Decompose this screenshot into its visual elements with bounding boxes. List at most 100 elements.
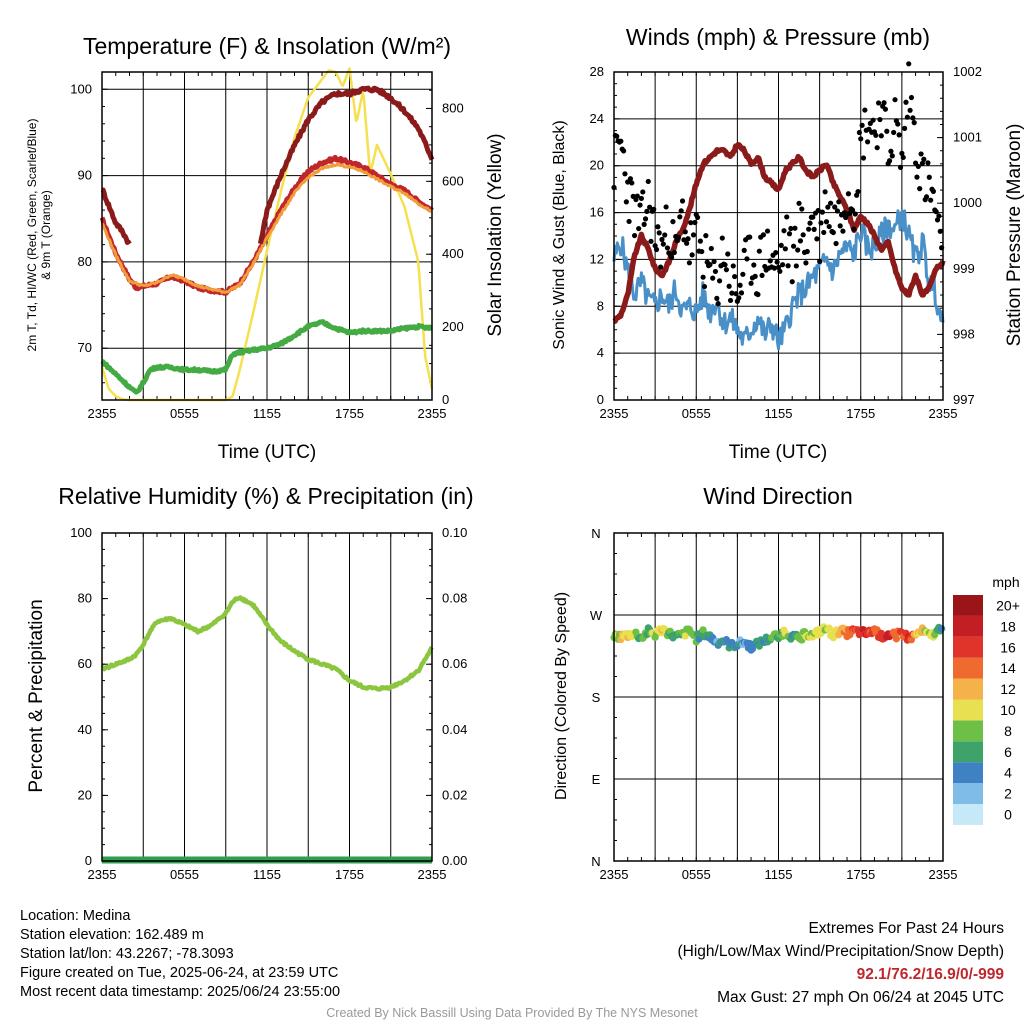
gust-point — [814, 236, 820, 242]
gust-point — [795, 247, 801, 253]
x-tick-label: 1155 — [253, 867, 281, 882]
colorbar-swatch — [953, 699, 983, 721]
gust-point — [744, 256, 750, 262]
y-tick-label: 0 — [85, 853, 92, 868]
gust-point — [638, 195, 645, 202]
gust-point — [882, 106, 889, 112]
temperature-panel-xlabel: Time (UTC) — [218, 442, 317, 463]
gust-point — [851, 226, 857, 232]
gust-point — [782, 246, 788, 252]
gust-point — [685, 236, 691, 242]
y2-tick-label: 997 — [953, 392, 975, 407]
gust-point — [830, 229, 836, 236]
gust-point — [668, 254, 675, 261]
gust-point — [640, 189, 646, 195]
x-tick-label: 2355 — [600, 406, 629, 421]
max-gust-text: Max Gust: 27 mph On 06/24 at 2045 UTC — [717, 989, 1004, 1006]
gust-point — [627, 176, 634, 182]
gust-point — [637, 202, 643, 208]
gust-point — [908, 94, 915, 101]
gust-point — [756, 248, 762, 254]
y-tick-label: S — [592, 690, 601, 705]
gust-point — [906, 61, 912, 67]
temperature-panel-ylabel-line2: & 9m T (Orange) — [39, 190, 53, 280]
gust-point — [849, 207, 856, 213]
gust-point — [930, 188, 937, 194]
gust-point — [778, 242, 784, 249]
extremes-title: Extremes For Past 24 Hours — [808, 920, 1004, 937]
gust-point — [671, 249, 677, 256]
colorbar-swatch — [953, 615, 983, 637]
gust-point — [833, 240, 839, 247]
gust-point — [921, 156, 927, 162]
y-tick-label: 90 — [78, 168, 92, 183]
gust-point — [862, 107, 868, 113]
colorbar-label: 2 — [1004, 786, 1012, 802]
winds-panel-ylabel-right: Station Pressure (Maroon) — [1004, 124, 1024, 347]
gust-point — [714, 295, 720, 301]
relative-humidity-line — [100, 595, 434, 692]
gust-point — [764, 228, 771, 234]
gust-point — [736, 295, 742, 301]
y2-tick-label: 200 — [442, 319, 464, 334]
gust-point — [634, 193, 640, 199]
recent-data-text: Most recent data timestamp: 2025/06/24 2… — [20, 984, 341, 1000]
gust-point — [651, 206, 657, 212]
gust-point — [774, 259, 780, 265]
gust-point — [785, 263, 791, 269]
gust-point — [684, 240, 690, 246]
gust-point — [707, 262, 713, 268]
gust-point — [807, 220, 813, 226]
colorbar-swatch — [953, 741, 983, 763]
wind-direction-point — [892, 635, 900, 643]
y-tick-label: W — [590, 608, 603, 623]
gust-point — [784, 214, 790, 220]
winds-panel-xlabel: Time (UTC) — [729, 442, 828, 463]
extremes-values: 92.1/76.2/16.9/0/-999 — [856, 966, 1004, 983]
colorbar-swatch — [953, 595, 983, 616]
gust-point — [788, 225, 794, 232]
y-tick-label: 70 — [78, 340, 92, 355]
x-tick-label: 0555 — [170, 406, 199, 421]
humidity-panel: Relative Humidity (%) & Precipitation (i… — [26, 483, 474, 882]
colorbar-label: 6 — [1004, 744, 1012, 760]
gust-point — [878, 133, 884, 139]
gust-point — [719, 235, 725, 241]
gust-point — [631, 232, 638, 239]
gust-point — [875, 100, 882, 106]
x-tick-label: 1755 — [846, 406, 875, 421]
temp-9m-series-line — [100, 162, 433, 294]
wind-direction-point — [699, 626, 707, 634]
gust-point — [695, 214, 701, 221]
gust-point — [662, 232, 668, 238]
y-tick-label: 12 — [590, 251, 604, 266]
gust-point — [914, 174, 920, 180]
gust-point — [700, 274, 706, 280]
gust-point — [918, 151, 924, 157]
gust-point — [641, 221, 647, 227]
gust-point — [889, 153, 895, 159]
gust-point — [771, 265, 777, 271]
y-tick-label: 20 — [590, 158, 604, 173]
x-tick-label: 2355 — [418, 867, 447, 882]
gust-point — [891, 129, 897, 136]
y-tick-label: 20 — [78, 787, 92, 802]
gust-point — [686, 260, 692, 266]
colorbar-label: 4 — [1004, 765, 1012, 781]
gust-point — [729, 290, 735, 296]
gust-point — [688, 220, 694, 226]
y2-tick-label: 400 — [442, 246, 464, 261]
gust-point — [678, 208, 684, 214]
gust-point — [740, 271, 746, 277]
gust-point — [897, 164, 904, 170]
colorbar-label: 10 — [1000, 702, 1016, 718]
y-tick-label: 28 — [590, 64, 604, 79]
gust-point — [925, 160, 931, 166]
gust-point — [775, 264, 782, 270]
gust-point — [881, 100, 887, 106]
gust-point — [697, 238, 703, 244]
x-tick-label: 2355 — [418, 406, 447, 421]
gust-point — [845, 191, 852, 197]
y-tick-label: N — [591, 854, 600, 869]
gust-point — [900, 154, 906, 161]
